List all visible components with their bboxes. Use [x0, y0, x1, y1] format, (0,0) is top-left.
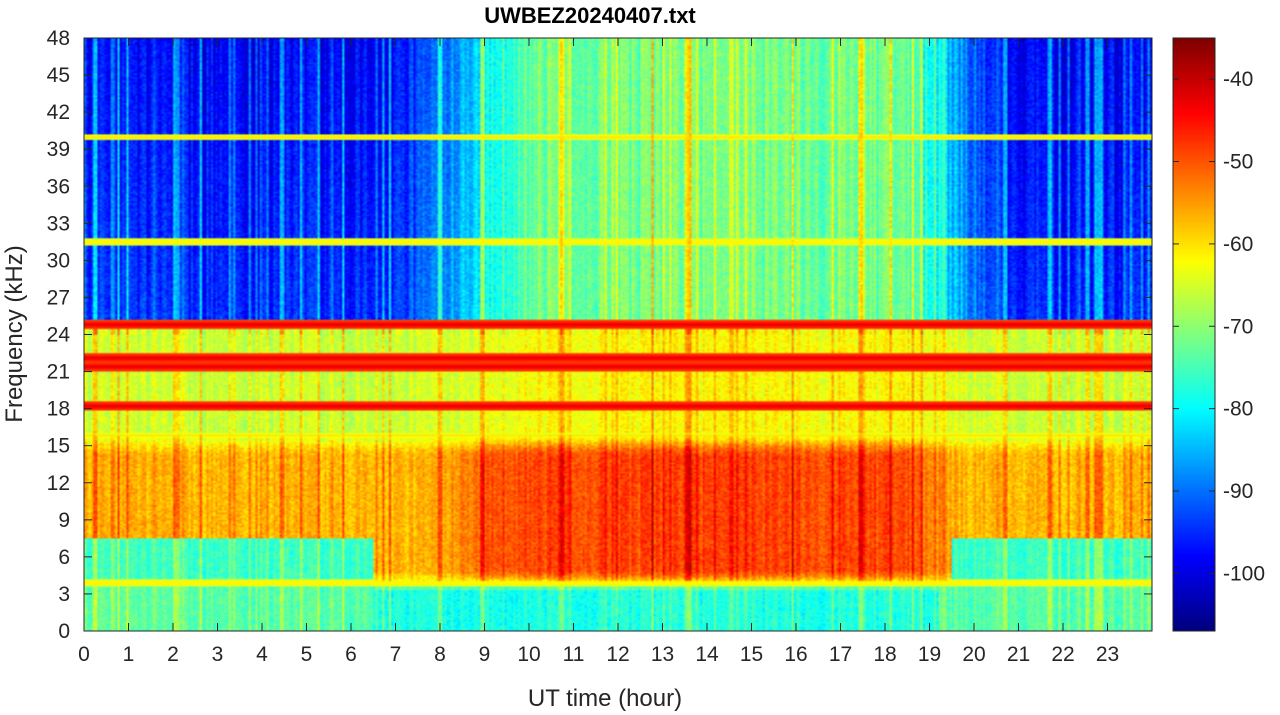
y-tick-label: 48	[47, 27, 70, 50]
colorbar-ticks: -100 -90 -80 -70 -60 -50 -40	[1173, 68, 1265, 585]
x-tick-label: 11	[563, 643, 585, 666]
y-tick-label: 33	[47, 212, 70, 235]
x-tick-label: 15	[740, 643, 763, 666]
x-tick-label: 14	[695, 643, 719, 666]
colorbar-frame	[1172, 37, 1216, 632]
heatmap-image	[84, 38, 1152, 631]
y-tick-label: 12	[47, 472, 70, 495]
y-tick-label: 24	[47, 324, 71, 347]
y-tick-label: 18	[47, 398, 70, 421]
y-tick-label: 3	[58, 583, 70, 606]
x-tick-label: 2	[167, 643, 179, 666]
colorbar-tick-label: -50	[1223, 151, 1253, 174]
x-tick-label: 5	[301, 643, 313, 666]
chart-title: UWBEZ20240407.txt	[484, 3, 696, 28]
colorbar-tick-label: -80	[1223, 398, 1253, 421]
y-tick-label: 9	[58, 509, 70, 532]
y-tick-label: 36	[47, 175, 70, 198]
x-tick-label: 10	[517, 643, 540, 666]
spectrogram-heatmap	[84, 38, 1152, 631]
x-tick-label: 1	[123, 643, 135, 666]
y-tick-label: 27	[47, 286, 70, 309]
x-axis: 0 1 2 3 4 5 6 7 8 9 10 11 12 13 14 15 16 17 18 19 20 21 22 23	[78, 38, 1119, 666]
x-tick-label: 19	[918, 643, 941, 666]
colorbar-tick-label: -40	[1223, 68, 1253, 91]
x-tick-label: 0	[78, 643, 90, 666]
x-tick-label: 22	[1051, 643, 1074, 666]
y-tick-label: 42	[47, 101, 70, 124]
x-tick-label: 8	[434, 643, 446, 666]
x-tick-label: 21	[1007, 643, 1030, 666]
x-tick-label: 7	[390, 643, 402, 666]
colorbar-tick-label: -70	[1223, 315, 1253, 338]
y-axis-label: Frequency (kHz)	[1, 245, 28, 422]
y-tick-label: 21	[47, 361, 70, 384]
x-tick-label: 23	[1096, 643, 1119, 666]
x-tick-label: 17	[829, 643, 852, 666]
x-tick-label: 12	[606, 643, 629, 666]
x-axis-label: UT time (hour)	[528, 685, 682, 712]
x-tick-label: 6	[345, 643, 357, 666]
y-tick-label: 39	[47, 138, 70, 161]
y-tick-label: 45	[47, 64, 70, 87]
x-tick-label: 16	[784, 643, 807, 666]
y-tick-label: 6	[58, 546, 70, 569]
y-tick-label: 30	[47, 249, 70, 272]
colorbar-gradient	[1173, 38, 1215, 631]
x-tick-label: 13	[651, 643, 674, 666]
colorbar-tick-label: -100	[1223, 562, 1265, 585]
colorbar: -100 -90 -80 -70 -60 -50 -40	[1172, 37, 1265, 632]
colorbar-tick-label: -60	[1223, 233, 1253, 256]
x-tick-label: 4	[256, 643, 268, 666]
colorbar-tick-label: -90	[1223, 480, 1253, 503]
x-tick-label: 9	[479, 643, 491, 666]
x-tick-label: 3	[212, 643, 224, 666]
y-tick-label: 15	[47, 435, 70, 458]
x-tick-label: 18	[873, 643, 896, 666]
y-tick-label: 0	[58, 620, 70, 643]
x-tick-label: 20	[962, 643, 985, 666]
